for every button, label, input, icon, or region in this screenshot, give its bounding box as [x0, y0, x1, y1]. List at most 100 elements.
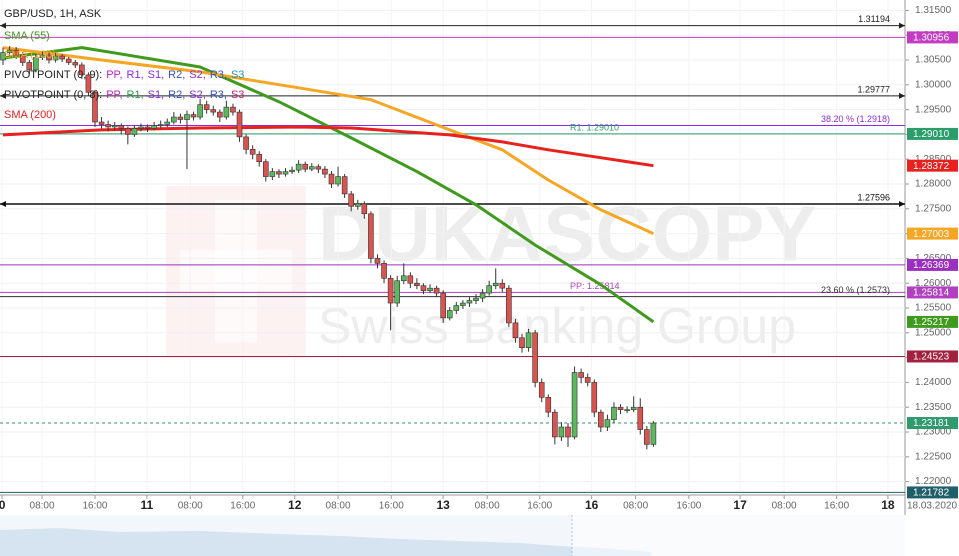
y-tick-label: 1.26000 [915, 278, 952, 289]
candle-body [525, 332, 532, 348]
candle-body [637, 406, 644, 430]
date-label: 18.03.2020 [907, 501, 957, 512]
price-tag-label: 1.28372 [913, 161, 950, 172]
navigator-window [572, 515, 905, 556]
price-tag [907, 159, 958, 172]
candle-body [598, 411, 604, 428]
pivot-legend-item: PP, [106, 69, 122, 81]
pivot-legend-item: S3 [231, 89, 244, 101]
candle-body [249, 148, 256, 155]
candle-body [315, 166, 322, 170]
level-arrow [899, 201, 905, 208]
candle-body [203, 104, 210, 110]
candle-body [210, 109, 217, 113]
pivot-legend-item: R2, [168, 69, 185, 81]
pivot-legend: PIVOTPOINT (0, 8): PP, R1, S1, R2, S2, R3, S3 [4, 89, 244, 101]
candle-body [427, 287, 433, 291]
legend-title: GBP/USD, 1H, ASK [4, 8, 102, 20]
y-tick-label: 1.22500 [915, 451, 952, 462]
price-tag [907, 486, 958, 499]
candle-body [630, 406, 637, 410]
moving-average [2, 46, 655, 324]
candle-body [105, 124, 111, 128]
candle-body [433, 287, 440, 294]
x-tick-label: 08:00 [178, 501, 203, 512]
candle-body [262, 161, 269, 177]
candle-body [407, 275, 414, 284]
candle-body [492, 282, 499, 286]
candle-body [644, 429, 650, 445]
level-label: 1.27596 [857, 192, 890, 202]
x-tick-label: 13 [436, 498, 450, 512]
candle-body [368, 213, 374, 259]
level-label: 38.20 % (1.2918) [821, 114, 890, 124]
pivot-legend-item: S1, [148, 69, 165, 81]
x-tick-label: 16:00 [824, 501, 849, 512]
candle-body [118, 125, 125, 129]
x-tick-label: 17 [733, 498, 747, 512]
price-tag-label: 1.27003 [913, 229, 950, 240]
price-tag [907, 350, 958, 363]
legend-entry: SMA (200) [4, 109, 56, 121]
watermark-cross [180, 250, 292, 292]
x-tick-label: 08:00 [772, 501, 797, 512]
y-tick-label: 1.28000 [915, 179, 952, 190]
legend-entry: SMA (100) [4, 49, 56, 61]
x-tick-label: 12 [288, 498, 302, 512]
x-tick-label: 16:00 [379, 501, 404, 512]
candle-body [565, 426, 571, 438]
level-label: PP: 1.25814 [570, 281, 620, 291]
candle-body [217, 111, 223, 118]
candle-body [171, 116, 177, 123]
candle-body [13, 49, 19, 56]
candle-body [611, 406, 617, 420]
pivot-legend-item: S3 [231, 69, 244, 81]
candle-body [197, 104, 203, 118]
y-tick-label: 1.28500 [915, 154, 952, 165]
candle-body [499, 282, 506, 289]
level-arrow [0, 22, 6, 29]
candle-body [72, 62, 79, 66]
price-tag-label: 1.24523 [913, 352, 950, 363]
x-tick-label: 11 [141, 498, 154, 512]
candle-body [440, 292, 446, 319]
candle-body [335, 176, 341, 185]
pivot-legend-item: R1, [127, 69, 144, 81]
price-tag [907, 315, 958, 328]
candle-body [295, 163, 302, 171]
candle-body [230, 106, 236, 113]
candle-body [348, 193, 354, 207]
candle-body [381, 263, 387, 279]
y-tick-label: 1.24000 [915, 377, 952, 388]
x-tick-label: 08:00 [475, 501, 500, 512]
candle-body [617, 406, 624, 410]
candle-body [460, 302, 466, 306]
candle-body [79, 64, 85, 76]
pivot-legend-item: R3, [210, 69, 227, 81]
pivot-legend-label: PIVOTPOINT (0, 9): [4, 69, 102, 81]
candle-body [223, 106, 230, 118]
level-arrow [899, 92, 905, 99]
candle-body [65, 58, 72, 63]
candle-body [184, 114, 190, 120]
candle-body [591, 382, 598, 413]
level-arrow [0, 92, 6, 99]
x-tick-label: 08:00 [30, 501, 55, 512]
x-tick-label: 08:00 [326, 501, 351, 512]
candle-body [289, 169, 295, 172]
candle-body [157, 124, 164, 126]
y-tick-label: 1.30500 [915, 55, 952, 66]
candle-body [92, 91, 98, 123]
candle-body [604, 419, 611, 428]
x-tick-label: 08:00 [623, 501, 648, 512]
candle-body [545, 396, 552, 413]
y-tick-label: 1.25500 [915, 303, 952, 314]
candle-body [532, 332, 538, 383]
candle-body [269, 171, 276, 177]
y-tick-label: 1.22000 [915, 476, 952, 487]
candle-body [98, 121, 105, 125]
pivot-legend: PIVOTPOINT (0, 9): PP, R1, S1, R2, S2, R3, S3 [4, 69, 244, 81]
candle-body [571, 372, 578, 438]
y-tick-label: 1.30000 [915, 79, 952, 90]
candle-body [39, 54, 46, 58]
